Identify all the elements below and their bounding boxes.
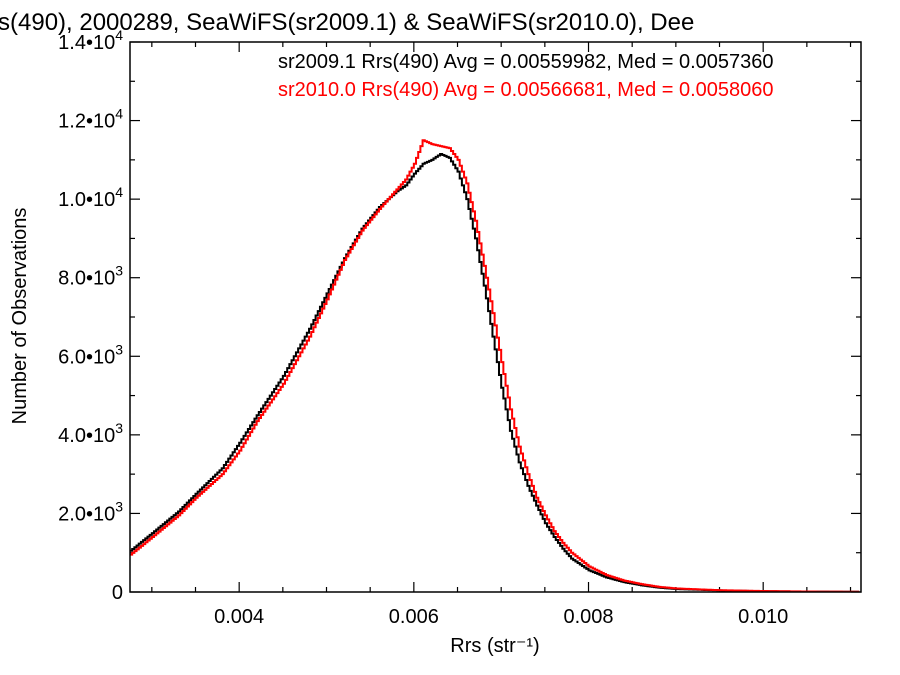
x-tick-label: 0.006 xyxy=(389,606,439,628)
x-axis-title: Rrs (str⁻¹) xyxy=(450,635,539,657)
y-tick-label: 8.0•103 xyxy=(58,263,123,290)
y-tick-label: 1.0•104 xyxy=(58,184,123,211)
series-line-sr2009 xyxy=(130,152,860,592)
legend-entry-sr2010: sr2010.0 Rrs(490) Avg = 0.00566681, Med … xyxy=(278,79,774,101)
legend-entry-sr2009: sr2009.1 Rrs(490) Avg = 0.00559982, Med … xyxy=(278,51,774,73)
y-tick-label: 6.0•103 xyxy=(58,341,123,368)
y-tick-label: 2.0•103 xyxy=(58,498,123,525)
plot-frame xyxy=(129,41,862,593)
y-tick-label: 0 xyxy=(112,582,123,604)
y-tick-label: 1.4•104 xyxy=(58,27,123,54)
x-tick-label: 0.010 xyxy=(738,606,788,628)
series-group xyxy=(130,139,860,592)
x-tick-label: 0.008 xyxy=(563,606,613,628)
y-tick-label: 1.2•104 xyxy=(58,106,123,133)
y-axis-ticks: 0 2.0•103 4.0•103 6.0•103 8.0•103 1.0•104 1.2•… xyxy=(58,27,861,604)
y-tick-label: 4.0•103 xyxy=(58,420,123,447)
x-axis-ticks: 0.004 0.006 0.008 0.010 xyxy=(151,42,852,628)
y-axis-title: Number of Observations xyxy=(9,208,31,425)
x-tick-label: 0.004 xyxy=(214,606,264,628)
series-line-sr2010 xyxy=(130,139,860,592)
chart-title: s(490), 2000289, SeaWiFS(sr2009.1) & Sea… xyxy=(0,9,694,36)
